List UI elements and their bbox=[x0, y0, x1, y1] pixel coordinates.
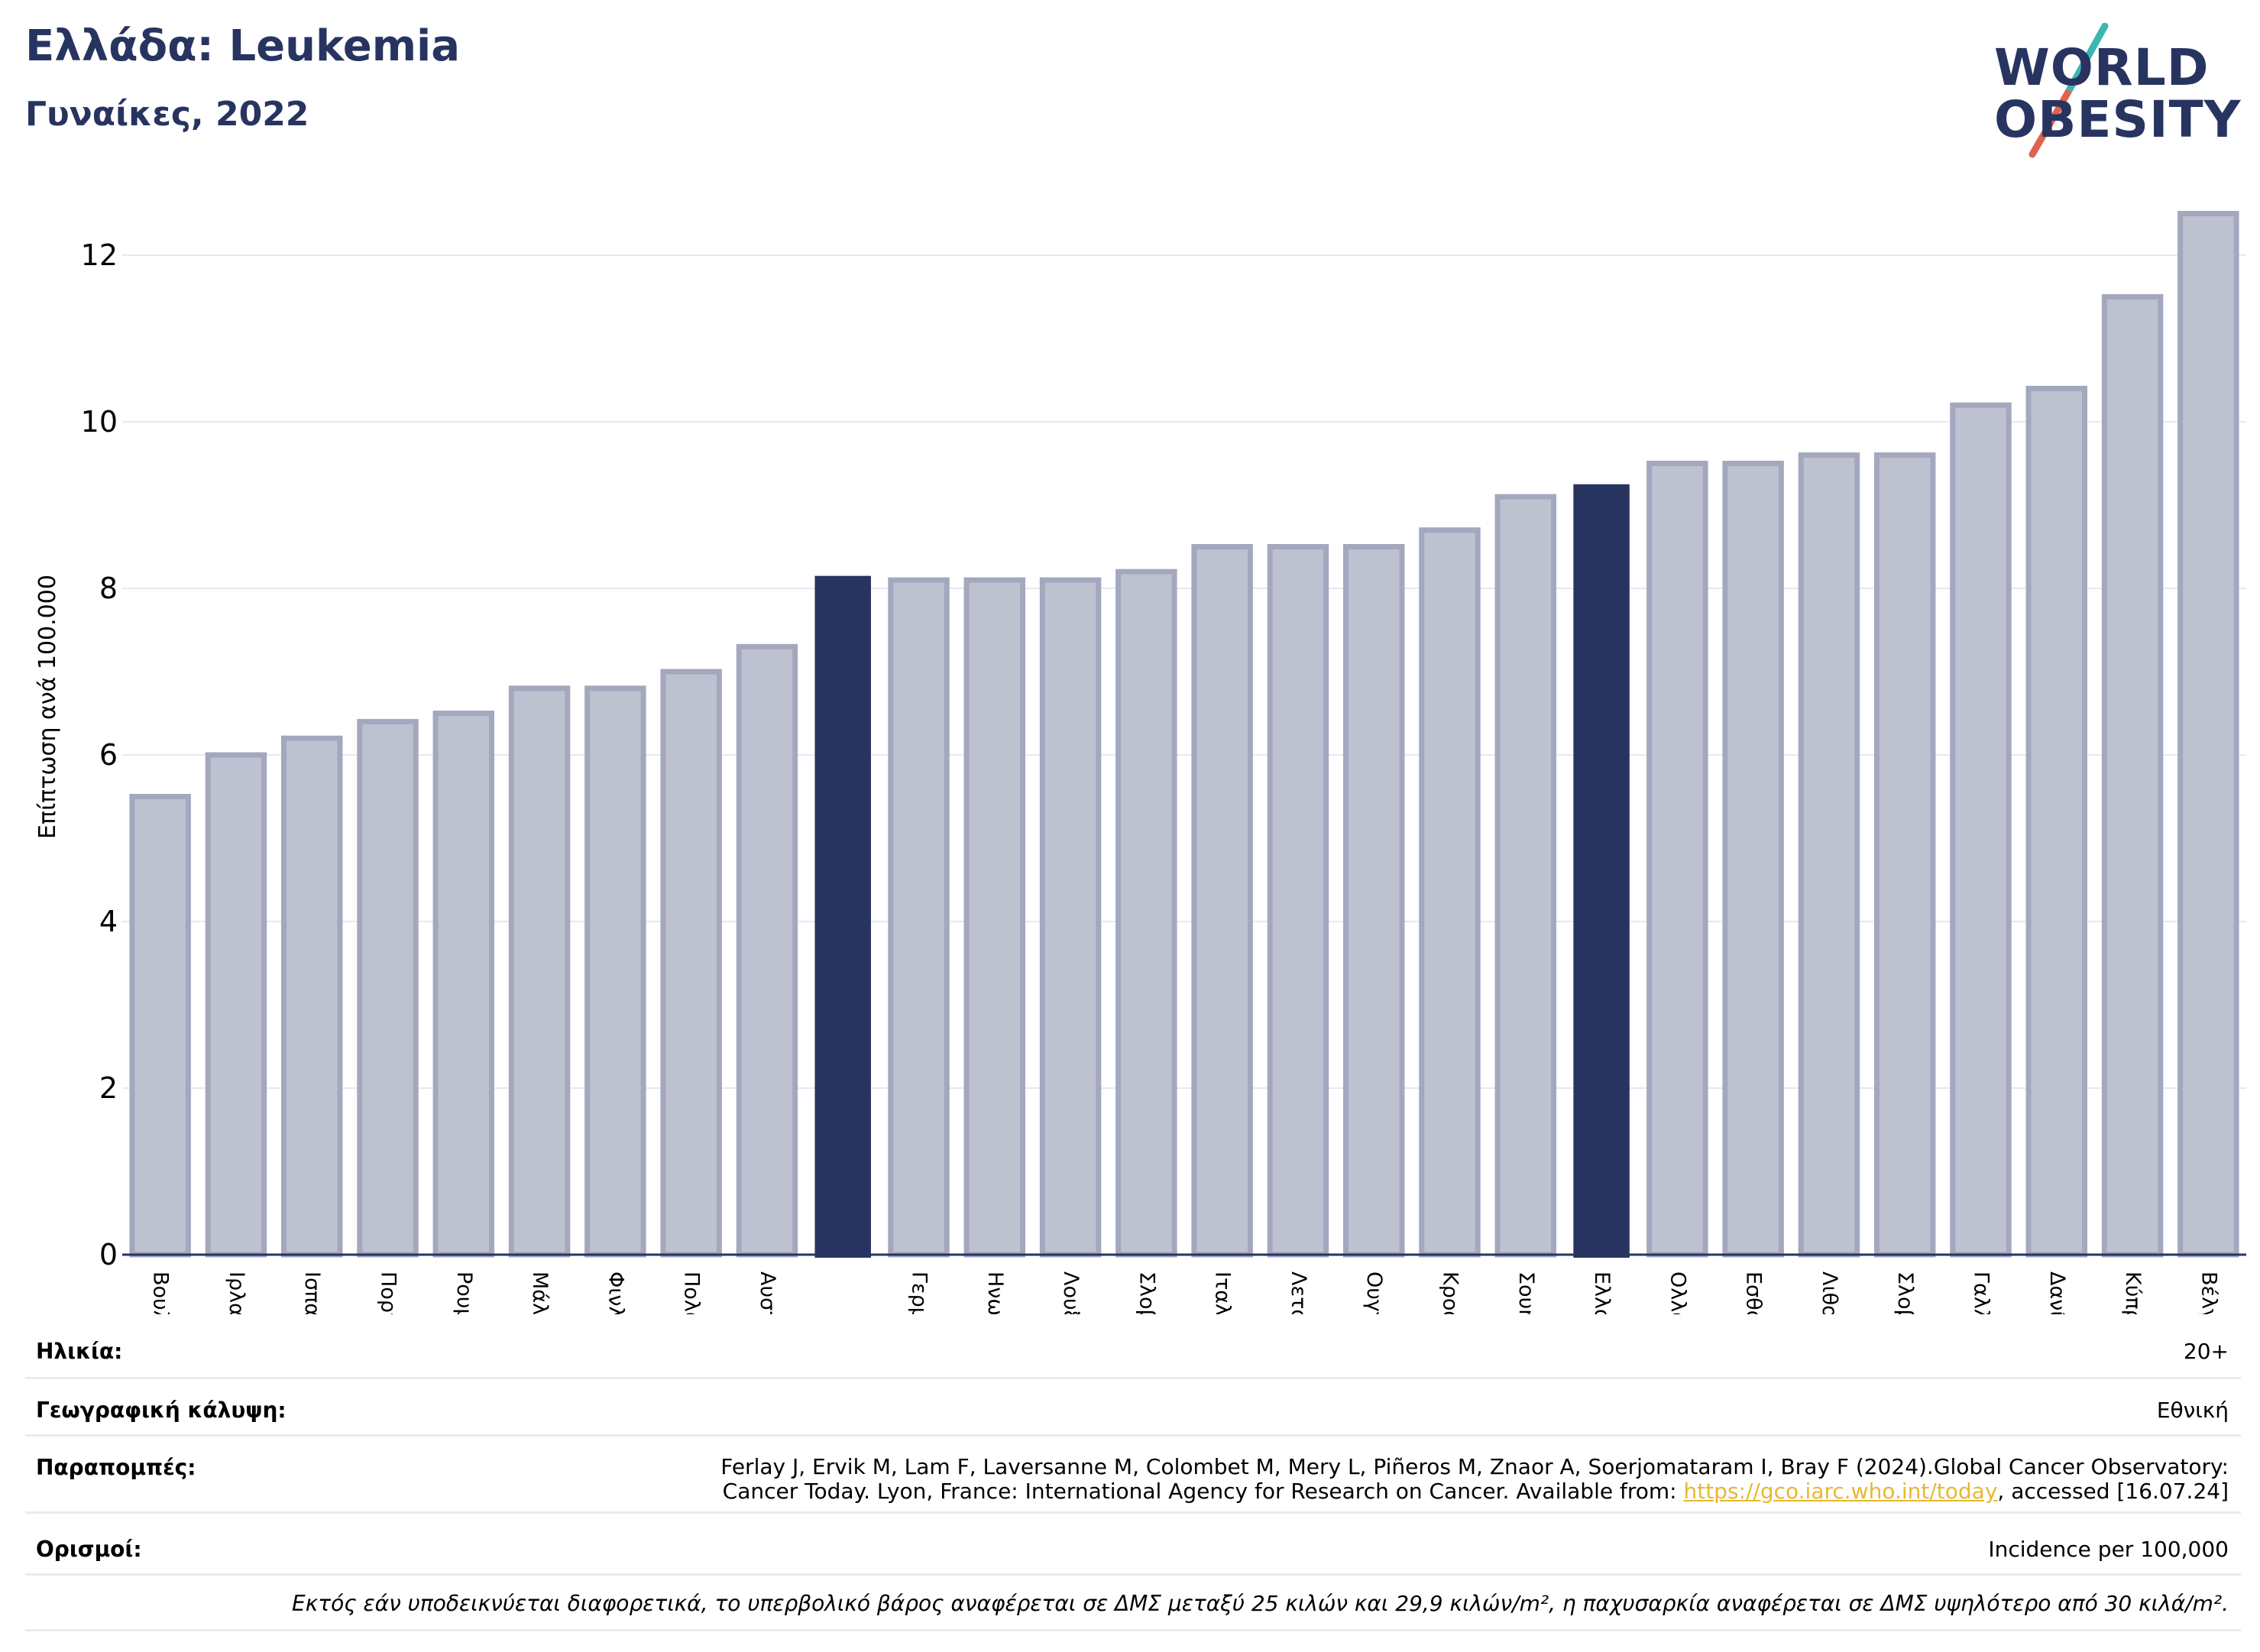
x-tick-label: Ολλανδία bbox=[1666, 1271, 1689, 1314]
x-tick-label: Λουξεμβούργο bbox=[1059, 1271, 1083, 1314]
bar bbox=[1191, 544, 1253, 1258]
bar bbox=[1722, 461, 1784, 1258]
x-tick-label: Σουηδία bbox=[1514, 1271, 1538, 1314]
x-tick-label: Δανία bbox=[2045, 1271, 2069, 1314]
y-tick-label: 2 bbox=[99, 1071, 118, 1105]
definitions-row: Ορισμοί: Incidence per 100,000 bbox=[25, 1514, 2241, 1576]
bar bbox=[129, 794, 191, 1258]
bar bbox=[1039, 577, 1102, 1258]
y-tick-label: 0 bbox=[99, 1238, 118, 1271]
bar-highlighted bbox=[814, 575, 871, 1258]
axis-layer: 0 2 4 6 8 10 12 bbox=[81, 238, 2246, 1271]
bar bbox=[660, 669, 722, 1258]
reference-link[interactable]: https://gco.iarc.who.int/today bbox=[1683, 1479, 1998, 1504]
references-value: Ferlay J, Ervik M, Lam F, Laversanne M, … bbox=[720, 1455, 2229, 1504]
x-tick-label: Λιθουανία bbox=[1818, 1271, 1841, 1314]
x-tick-label: Ιταλία bbox=[1211, 1271, 1235, 1314]
x-tick-label: Πορτογαλία bbox=[377, 1271, 400, 1314]
x-tick-label: Κύπρος bbox=[2121, 1271, 2145, 1314]
bar bbox=[1419, 527, 1481, 1258]
x-tick-label: Πολωνία bbox=[680, 1271, 704, 1314]
bar bbox=[2025, 385, 2088, 1258]
bar bbox=[1646, 461, 1708, 1258]
category-labels-layer: Βουλγαρία Ιρλανδία Ισπανία Πορτογαλία Ρουμαν… bbox=[149, 1271, 2221, 1314]
references-label: Παραπομπές: bbox=[36, 1455, 196, 1480]
definitions-value: Incidence per 100,000 bbox=[1988, 1537, 2229, 1562]
note-row: Εκτός εάν υποδεικνύεται διαφορετικά, το … bbox=[25, 1576, 2241, 1631]
x-tick-label: Εσθονία bbox=[1742, 1271, 1766, 1314]
definitions-label: Ορισμοί: bbox=[36, 1537, 142, 1562]
x-tick-label: Βέλγιο bbox=[2197, 1271, 2220, 1314]
bar bbox=[508, 685, 571, 1258]
x-tick-label: Λετονία bbox=[1287, 1271, 1310, 1314]
bar bbox=[357, 718, 419, 1258]
page-subtitle: Γυναίκες, 2022 bbox=[25, 95, 309, 134]
x-tick-label: Μάλτα bbox=[528, 1271, 552, 1314]
age-row: Ηλικία: 20+ bbox=[25, 1313, 2241, 1379]
bar bbox=[205, 752, 267, 1258]
reference-text: Cancer Today. Lyon, France: Internationa… bbox=[722, 1479, 1684, 1504]
x-tick-label: Αυστρία bbox=[756, 1271, 779, 1314]
bar bbox=[1873, 452, 1936, 1258]
x-tick-label: Ηνωμένο Βασίλειο bbox=[983, 1271, 1007, 1314]
x-tick-label: Γαλλία bbox=[1970, 1271, 1993, 1314]
logo-line1: WORLD bbox=[1994, 38, 2210, 97]
x-tick-label: Ελλάδα bbox=[1590, 1271, 1614, 1314]
logo-slash-icon bbox=[2028, 23, 2109, 158]
x-tick-label: Κροατία bbox=[1439, 1271, 1462, 1314]
bar bbox=[1798, 452, 1860, 1258]
age-label: Ηλικία: bbox=[36, 1339, 123, 1364]
bar bbox=[584, 685, 646, 1258]
y-tick-label: 4 bbox=[99, 905, 118, 938]
bar bbox=[432, 711, 495, 1258]
x-tick-label: Βουλγαρία bbox=[149, 1271, 173, 1314]
bar bbox=[280, 735, 343, 1258]
bar-highlighted bbox=[1573, 484, 1630, 1258]
info-table: Ηλικία: 20+ Γεωγραφική κάλυψη: Εθνική Πα… bbox=[25, 1313, 2241, 1631]
bar bbox=[2101, 294, 2164, 1258]
y-tick-label: 8 bbox=[99, 572, 118, 605]
geo-label: Γεωγραφική κάλυψη: bbox=[36, 1398, 287, 1423]
world-obesity-logo: WORLD OBESITY bbox=[1994, 23, 2254, 160]
y-tick-label: 12 bbox=[81, 238, 118, 272]
y-tick-label: 6 bbox=[99, 738, 118, 772]
bar bbox=[1267, 544, 1329, 1258]
bar bbox=[1115, 568, 1177, 1258]
bar bbox=[963, 577, 1026, 1258]
bars-layer bbox=[129, 211, 2239, 1258]
bar bbox=[888, 577, 950, 1258]
reference-line-1: Ferlay J, Ervik M, Lam F, Laversanne M, … bbox=[720, 1454, 2229, 1479]
reference-line-2: Cancer Today. Lyon, France: Internationa… bbox=[720, 1479, 2229, 1504]
x-tick-label: Σλοβακία bbox=[1135, 1271, 1158, 1314]
x-tick-label: Ρουμανία bbox=[452, 1271, 476, 1314]
geo-row: Γεωγραφική κάλυψη: Εθνική bbox=[25, 1379, 2241, 1437]
x-tick-label: Ουγγαρία bbox=[1362, 1271, 1386, 1314]
x-tick-label: Γερμανία bbox=[908, 1271, 931, 1314]
bar bbox=[736, 643, 798, 1258]
geo-value: Εθνική bbox=[2156, 1398, 2229, 1423]
x-tick-label: Σλοβενία bbox=[1893, 1271, 1917, 1314]
references-row: Παραπομπές: Ferlay J, Ervik M, Lam F, La… bbox=[25, 1437, 2241, 1514]
page-title: Ελλάδα: Leukemia bbox=[25, 21, 461, 71]
x-tick-label: Ισπανία bbox=[300, 1271, 324, 1314]
note-text: Εκτός εάν υποδεικνύεται διαφορετικά, το … bbox=[292, 1591, 2229, 1616]
bar-chart: 0 2 4 6 8 10 12 Βουλγαρία Ιρλανδία Ισπανία Πορτογ… bbox=[34, 211, 2246, 1314]
y-axis-label: Επίπτωση ανά 100.000 bbox=[34, 575, 61, 839]
bar bbox=[2177, 211, 2239, 1258]
y-tick-label: 10 bbox=[81, 405, 118, 439]
age-value: 20+ bbox=[2183, 1339, 2229, 1364]
x-tick-label: Φινλανδία bbox=[604, 1271, 627, 1314]
bar bbox=[1950, 402, 2012, 1258]
bar bbox=[1342, 544, 1405, 1258]
x-tick-label: Ιρλανδία bbox=[225, 1271, 248, 1314]
reference-accessed: , accessed [16.07.24] bbox=[1997, 1479, 2229, 1504]
bar bbox=[1494, 494, 1557, 1258]
logo-line2: OBESITY bbox=[1994, 90, 2242, 149]
